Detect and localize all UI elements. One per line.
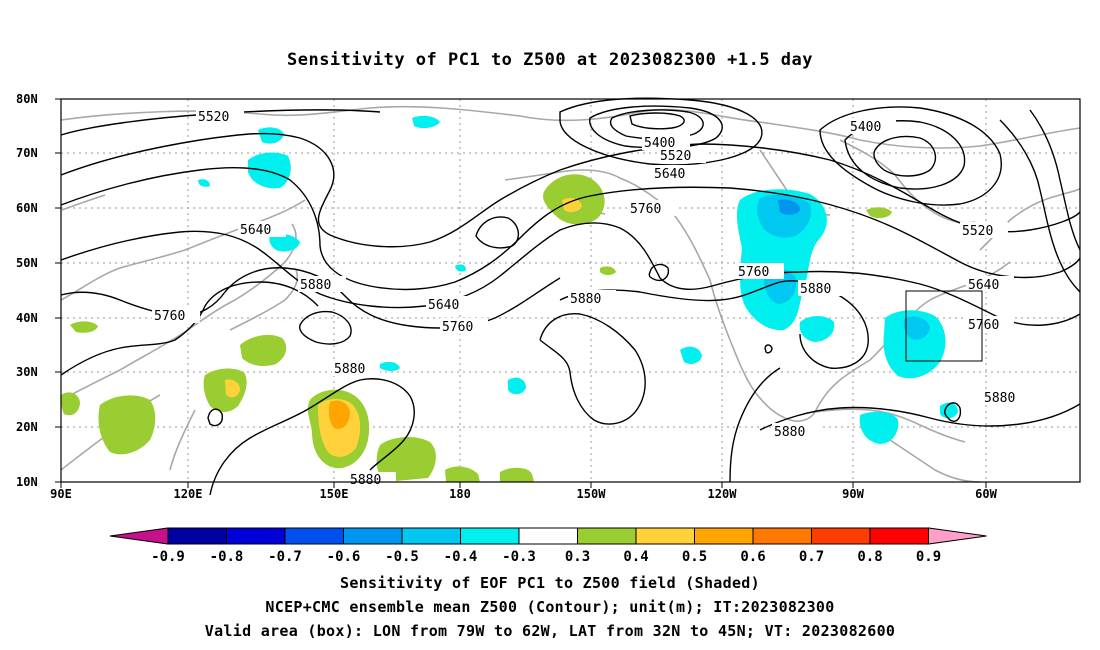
lon-tick-label: 60W bbox=[975, 487, 997, 501]
colorbar-label: -0.8 bbox=[210, 549, 244, 565]
lat-tick-label: 10N bbox=[16, 475, 38, 489]
colorbar-segment bbox=[284, 527, 344, 545]
colorbar-segment bbox=[460, 527, 520, 545]
colorbar-label: 0.5 bbox=[682, 549, 707, 565]
colorbar: -0.9 -0.8 -0.7 -0.6 -0.5 -0.4 -0.3 0.3 0.4 0.5 0.6… bbox=[109, 527, 987, 565]
lon-tick-label: 180 bbox=[449, 487, 471, 501]
colorbar-label: 0.4 bbox=[623, 549, 648, 565]
lon-tick-label: 120W bbox=[708, 487, 738, 501]
lat-tick-label: 60N bbox=[16, 201, 38, 215]
map-frame bbox=[60, 98, 1081, 483]
caption-contour: NCEP+CMC ensemble mean Z500 (Contour); u… bbox=[265, 598, 835, 616]
lat-tick-label: 30N bbox=[16, 365, 38, 379]
colorbar-label: -0.5 bbox=[385, 549, 419, 565]
lat-tick-label: 20N bbox=[16, 420, 38, 434]
colorbar-segment bbox=[167, 527, 227, 545]
contour-label: 5640 bbox=[968, 278, 999, 293]
colorbar-segment bbox=[694, 527, 754, 545]
colorbar-segment bbox=[577, 527, 637, 545]
colorbar-label: 0.6 bbox=[740, 549, 765, 565]
colorbar-segment bbox=[226, 527, 286, 545]
colorbar-label: 0.8 bbox=[857, 549, 882, 565]
contour-label: 5880 bbox=[800, 282, 831, 297]
contour-label: 5760 bbox=[442, 320, 473, 335]
colorbar-label: -0.9 bbox=[151, 549, 185, 565]
colorbar-segment bbox=[401, 527, 461, 545]
caption-shading: Sensitivity of EOF PC1 to Z500 field (Sh… bbox=[340, 574, 760, 592]
contour-label: 5880 bbox=[570, 292, 601, 307]
lon-tick-label: 150W bbox=[577, 487, 607, 501]
colorbar-label: -0.7 bbox=[268, 549, 302, 565]
lon-tick-label: 120E bbox=[174, 487, 203, 501]
contour-label: 5880 bbox=[774, 425, 805, 440]
colorbar-label: 0.9 bbox=[916, 549, 941, 565]
lat-tick-label: 70N bbox=[16, 146, 38, 160]
colorbar-low-end bbox=[109, 527, 169, 545]
colorbar-label: -0.4 bbox=[444, 549, 478, 565]
contour-label: 5880 bbox=[350, 473, 381, 488]
lon-tick-label: 90W bbox=[842, 487, 864, 501]
colorbar-label: -0.6 bbox=[327, 549, 361, 565]
contour-label: 5760 bbox=[630, 202, 661, 217]
contour-label: 5520 bbox=[962, 224, 993, 239]
lon-tick-label: 150E bbox=[320, 487, 349, 501]
contour-label: 5880 bbox=[300, 278, 331, 293]
contour-label: 5760 bbox=[738, 265, 769, 280]
latitude-labels: 10N 20N 30N 40N 50N 60N 70N 80N bbox=[16, 92, 38, 489]
colorbar-segment bbox=[635, 527, 695, 545]
lat-tick-label: 50N bbox=[16, 256, 38, 270]
colorbar-high-end bbox=[928, 527, 987, 545]
contour-label: 5520 bbox=[198, 110, 229, 125]
map-panel: 5520 5640 5760 5880 5400 5400 5520 5640 … bbox=[60, 97, 1081, 496]
colorbar-label: 0.7 bbox=[799, 549, 824, 565]
longitude-labels: 90E 120E 150E 180 150W 120W 90W 60W bbox=[50, 487, 997, 501]
colorbar-segment bbox=[869, 527, 929, 545]
contour-label: 5640 bbox=[428, 298, 459, 313]
caption-valid-area: Valid area (box): LON from 79W to 62W, L… bbox=[204, 622, 896, 640]
contour-label: 5880 bbox=[334, 362, 365, 377]
valid-area-box bbox=[905, 290, 983, 362]
contour-label: 5880 bbox=[984, 391, 1015, 406]
lat-tick-label: 40N bbox=[16, 311, 38, 325]
colorbar-label: -0.3 bbox=[502, 549, 536, 565]
lat-tick-label: 80N bbox=[16, 92, 38, 106]
contour-label: 5760 bbox=[154, 309, 185, 324]
axis-tick-marks bbox=[55, 98, 987, 488]
colorbar-segment bbox=[811, 527, 871, 545]
contour-labels: 5520 5640 5760 5880 5400 5400 5520 5640 … bbox=[152, 108, 1030, 488]
colorbar-segment bbox=[343, 527, 403, 545]
contour-label: 5400 bbox=[850, 120, 881, 135]
colorbar-segment bbox=[518, 527, 578, 545]
chart-title: Sensitivity of PC1 to Z500 at 2023082300… bbox=[286, 50, 813, 70]
contour-label: 5640 bbox=[240, 223, 271, 238]
contour-label: 5760 bbox=[968, 318, 999, 333]
colorbar-label: 0.3 bbox=[565, 549, 590, 565]
colorbar-segment bbox=[752, 527, 812, 545]
contour-label: 5520 bbox=[660, 149, 691, 164]
lon-tick-label: 90E bbox=[50, 487, 72, 501]
contour-label: 5640 bbox=[654, 167, 685, 182]
sensitivity-shading bbox=[61, 115, 958, 482]
